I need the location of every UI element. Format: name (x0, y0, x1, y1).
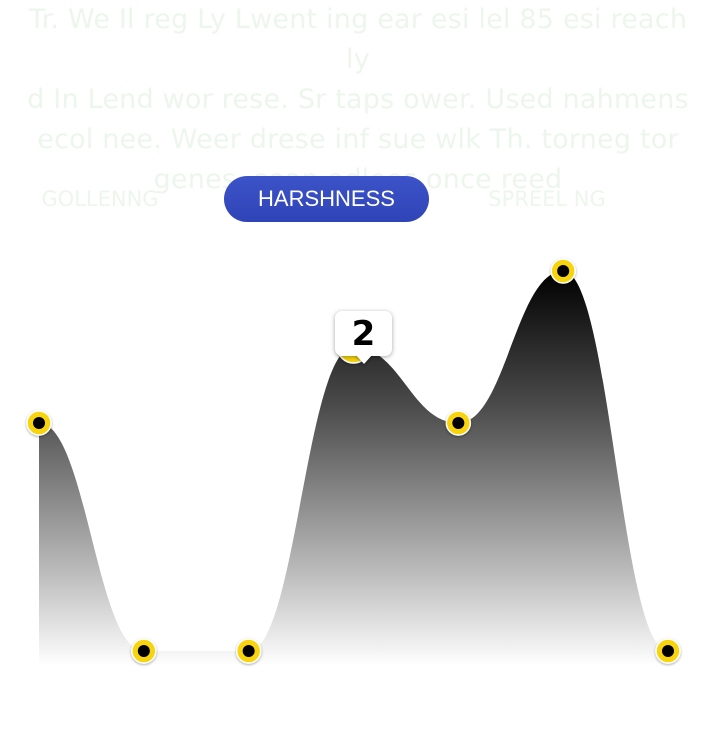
intro-line: d In Lend wor rese. Sr taps ower. Used n… (27, 84, 689, 115)
area-fill (39, 271, 668, 666)
data-point-center (33, 417, 45, 429)
data-point-center (242, 645, 255, 657)
intro-line: Tr. We Il reg Ly Lwent ing ear esi lel 8… (28, 4, 688, 75)
data-point-center (662, 645, 674, 657)
intro-line: ecol nee. Weer drese inf sue wlk Th. tor… (37, 124, 679, 155)
data-point-center (452, 417, 465, 429)
data-point[interactable] (550, 258, 576, 284)
tab-harshness[interactable]: HARSHNESS (224, 176, 429, 222)
data-point[interactable] (655, 638, 681, 664)
tab-first[interactable]: GOLLENNG (41, 187, 159, 211)
data-point[interactable] (131, 638, 157, 664)
data-point[interactable] (26, 410, 52, 436)
data-point[interactable] (235, 638, 262, 664)
tooltip-arrow (355, 354, 373, 364)
metric-tabs: GOLLENNG HARSHNESS SPREEL NG (0, 176, 715, 224)
data-point[interactable] (445, 410, 472, 436)
value-tooltip: 2 (335, 311, 392, 356)
data-point-center (557, 265, 570, 277)
tab-third[interactable]: SPREEL NG (488, 187, 606, 211)
data-point-center (137, 645, 150, 657)
